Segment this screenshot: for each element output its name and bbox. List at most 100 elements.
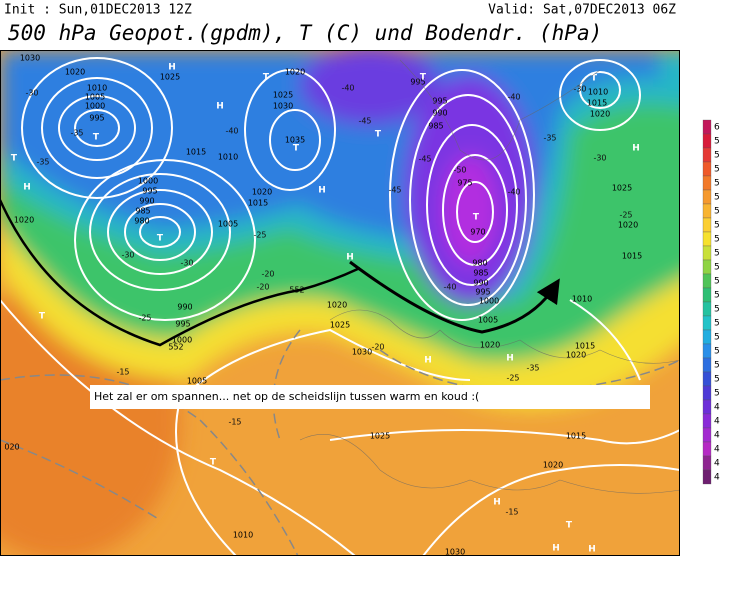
pressure-center: H xyxy=(552,544,560,554)
map-title: 500 hPa Geopot.(gpdm), T (C) und Bodendr… xyxy=(8,21,602,45)
legend-swatch xyxy=(702,399,712,415)
legend-label: 5 xyxy=(714,165,720,175)
temperature-label: -35 xyxy=(36,158,49,167)
legend-label: 5 xyxy=(714,221,720,231)
pressure-label: 1015 xyxy=(186,148,206,157)
pressure-label: 1030 xyxy=(273,102,293,111)
pressure-label: 1025 xyxy=(612,184,632,193)
pressure-label: 990 xyxy=(432,109,447,118)
pressure-label: 020 xyxy=(4,443,19,452)
pressure-label: 1015 xyxy=(248,199,268,208)
pressure-label: 1000 xyxy=(138,177,158,186)
temperature-label: -45 xyxy=(388,186,401,195)
legend-label: 5 xyxy=(714,333,720,343)
temperature-label: -30 xyxy=(180,259,193,268)
pressure-label: 1020 xyxy=(618,221,638,230)
pressure-center: H xyxy=(216,102,224,112)
pressure-label: 995 xyxy=(89,114,104,123)
temperature-label: -40 xyxy=(507,93,520,102)
temperature-label: -30 xyxy=(121,251,134,260)
pressure-label: 995 xyxy=(432,97,447,106)
pressure-label: 980 xyxy=(472,259,487,268)
temperature-label: -15 xyxy=(228,418,241,427)
pressure-center: H xyxy=(168,63,176,73)
legend-label: 4 xyxy=(714,417,720,427)
legend-swatch xyxy=(702,301,712,317)
legend-swatch xyxy=(702,357,712,373)
temperature-label: -15 xyxy=(505,508,518,517)
pressure-label: 1020 xyxy=(252,188,272,197)
legend-label: 4 xyxy=(714,459,720,469)
pressure-center: T xyxy=(263,73,270,83)
pressure-center: H xyxy=(632,144,640,154)
pressure-label: 1005 xyxy=(85,93,105,102)
pressure-center: T xyxy=(11,154,18,164)
temperature-label: -25 xyxy=(619,211,632,220)
temperature-label: -40 xyxy=(225,127,238,136)
map-border xyxy=(0,50,680,556)
map-area: 1030102010251020102510301010100510009951… xyxy=(0,50,680,557)
legend-label: 5 xyxy=(714,291,720,301)
legend-swatch xyxy=(702,119,712,135)
pressure-label: 1030 xyxy=(445,548,465,557)
legend-swatch xyxy=(702,217,712,233)
pressure-label: 1000 xyxy=(479,297,499,306)
pressure-label: 995 xyxy=(410,78,425,87)
contour-label: 552 xyxy=(289,286,304,295)
pressure-center: H xyxy=(318,186,326,196)
temperature-label: -40 xyxy=(341,84,354,93)
pressure-label: 1025 xyxy=(273,91,293,100)
isobars xyxy=(0,57,680,555)
legend-label: 4 xyxy=(714,445,720,455)
pressure-center: T xyxy=(39,312,46,322)
temperature-label: -35 xyxy=(70,129,83,138)
temperature-label: -35 xyxy=(543,134,556,143)
pressure-center: T xyxy=(591,74,598,84)
flow-arrow xyxy=(349,260,560,334)
pressure-label: 1000 xyxy=(172,336,192,345)
legend-label: 5 xyxy=(714,235,720,245)
pressure-label: 1020 xyxy=(65,68,85,77)
pressure-label: 995 xyxy=(175,320,190,329)
legend-label: 5 xyxy=(714,277,720,287)
legend-label: 5 xyxy=(714,207,720,217)
pressure-label: 990 xyxy=(139,197,154,206)
pressure-label: 1010 xyxy=(218,153,238,162)
pressure-label: 1010 xyxy=(233,531,253,540)
pressure-label: 1020 xyxy=(285,68,305,77)
legend-swatch xyxy=(702,189,712,205)
legend-label: 5 xyxy=(714,193,720,203)
pressure-label: 1025 xyxy=(370,432,390,441)
pressure-center: H xyxy=(424,356,432,366)
pressure-label: 1020 xyxy=(480,341,500,350)
pressure-label: 1020 xyxy=(590,110,610,119)
pressure-label: 1020 xyxy=(566,351,586,360)
temperature-label: -45 xyxy=(358,117,371,126)
temperature-label: -25 xyxy=(506,374,519,383)
temperature-label: -40 xyxy=(507,188,520,197)
pressure-center: T xyxy=(375,130,382,140)
legend-label: 5 xyxy=(714,151,720,161)
contour-label: 552 xyxy=(168,343,183,352)
pressure-label: 995 xyxy=(142,187,157,196)
legend-label: 4 xyxy=(714,473,720,483)
legend-swatch xyxy=(702,147,712,163)
color-legend: 6 5 5 5 5 5 5 5 5 5 5 5 5 5 5 5 5 5 5 5 4 4 4 4 4 4 xyxy=(702,119,720,485)
pressure-label: 1015 xyxy=(566,432,586,441)
legend-swatch xyxy=(702,287,712,303)
legend-swatch xyxy=(702,441,712,457)
pressure-label: 970 xyxy=(470,228,485,237)
legend-swatch xyxy=(702,161,712,177)
temperature-label: -25 xyxy=(253,231,266,240)
pressure-label: 985 xyxy=(428,122,443,131)
pressure-label: 1035 xyxy=(285,136,305,145)
pressure-center: T xyxy=(473,213,480,223)
legend-swatch xyxy=(702,315,712,331)
legend-swatch xyxy=(702,469,712,485)
pressure-label: 1015 xyxy=(575,342,595,351)
pressure-label: 1010 xyxy=(572,295,592,304)
legend-label: 5 xyxy=(714,361,720,371)
pressure-label: 980 xyxy=(134,217,149,226)
pressure-label: 990 xyxy=(473,279,488,288)
